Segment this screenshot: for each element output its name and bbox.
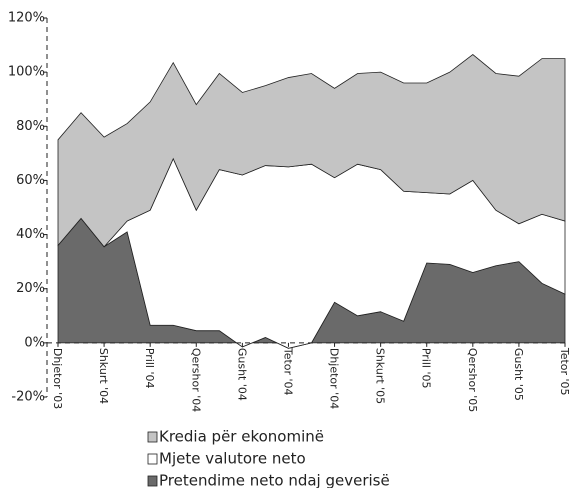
legend-swatch bbox=[147, 475, 158, 487]
y-tick-label: 0% bbox=[24, 335, 45, 350]
y-tick-label: 60% bbox=[16, 173, 45, 188]
y-tick-label: 100% bbox=[8, 65, 45, 80]
x-tick-label: Shkurt '05 bbox=[374, 348, 387, 404]
y-tick-label: 20% bbox=[16, 281, 45, 296]
x-tick-label: Qershor '04 bbox=[189, 348, 202, 412]
x-tick-label: Prill '04 bbox=[143, 348, 156, 389]
y-tick-label: 120% bbox=[8, 11, 45, 26]
y-tick-label: 40% bbox=[16, 227, 45, 242]
legend-swatch bbox=[147, 431, 158, 443]
x-tick-label: Gusht '05 bbox=[512, 348, 525, 401]
area bbox=[57, 54, 566, 248]
legend-label: Pretendime neto ndaj geverisë bbox=[159, 472, 390, 488]
legend-swatch bbox=[147, 453, 158, 465]
x-tick-label: Qershor '05 bbox=[466, 348, 479, 412]
x-tick-label: Shkurt '04 bbox=[97, 348, 110, 404]
x-tick-label: Dhjetor '03 bbox=[51, 348, 64, 409]
x-tick-label: Prill '05 bbox=[420, 348, 433, 389]
y-tick-label: -20% bbox=[11, 390, 45, 405]
y-tick-label: 80% bbox=[16, 119, 45, 134]
legend-label: Mjete valutore neto bbox=[159, 450, 306, 468]
x-tick-label: Dhjetor '04 bbox=[328, 348, 341, 409]
legend-label: Kredia për ekonominë bbox=[159, 428, 324, 446]
x-tick-label: Tetor '05 bbox=[558, 347, 571, 396]
x-tick-label: Gusht '04 bbox=[235, 348, 248, 401]
x-tick-label: Tetor '04 bbox=[281, 347, 294, 396]
